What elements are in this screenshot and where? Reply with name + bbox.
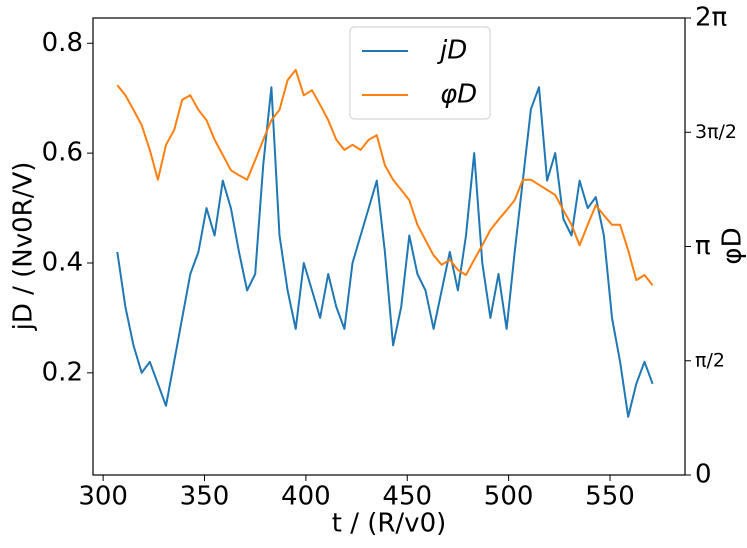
x-tick-label: 500	[484, 482, 534, 512]
y2-axis-label: φD	[718, 227, 747, 264]
legend-label: jD	[437, 36, 467, 66]
x-tick-label: 550	[585, 482, 635, 512]
y2-tick-label: π	[695, 231, 711, 261]
y-tick-label: 0.8	[42, 28, 83, 58]
y-axis-label: jD / (Nv0R/V)	[9, 162, 39, 332]
x-tick-label: 300	[78, 482, 128, 512]
y-tick-label: 0.6	[42, 138, 83, 168]
x-tick-label: 450	[382, 482, 432, 512]
x-tick-label: 350	[180, 482, 230, 512]
series-line	[117, 87, 652, 417]
x-axis-label: t / (R/v0)	[332, 509, 447, 539]
legend-label: φD	[440, 80, 477, 110]
y-tick-label: 0.2	[42, 357, 83, 387]
y2-tick-label: π/2	[695, 349, 725, 371]
y2-tick-label: 3π/2	[695, 121, 737, 143]
x-tick-label: 400	[281, 482, 331, 512]
y2-tick-label: 2π	[695, 3, 727, 33]
y2-tick-label: 0	[695, 460, 712, 490]
y-tick-label: 0.4	[42, 247, 83, 277]
